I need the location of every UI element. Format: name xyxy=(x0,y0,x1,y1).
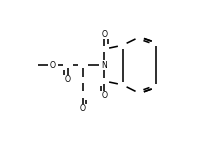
Text: O: O xyxy=(101,91,107,100)
Text: O: O xyxy=(50,60,56,69)
Text: O: O xyxy=(101,30,107,39)
Text: O: O xyxy=(80,104,86,113)
Text: N: N xyxy=(101,60,107,69)
Text: O: O xyxy=(65,75,71,84)
